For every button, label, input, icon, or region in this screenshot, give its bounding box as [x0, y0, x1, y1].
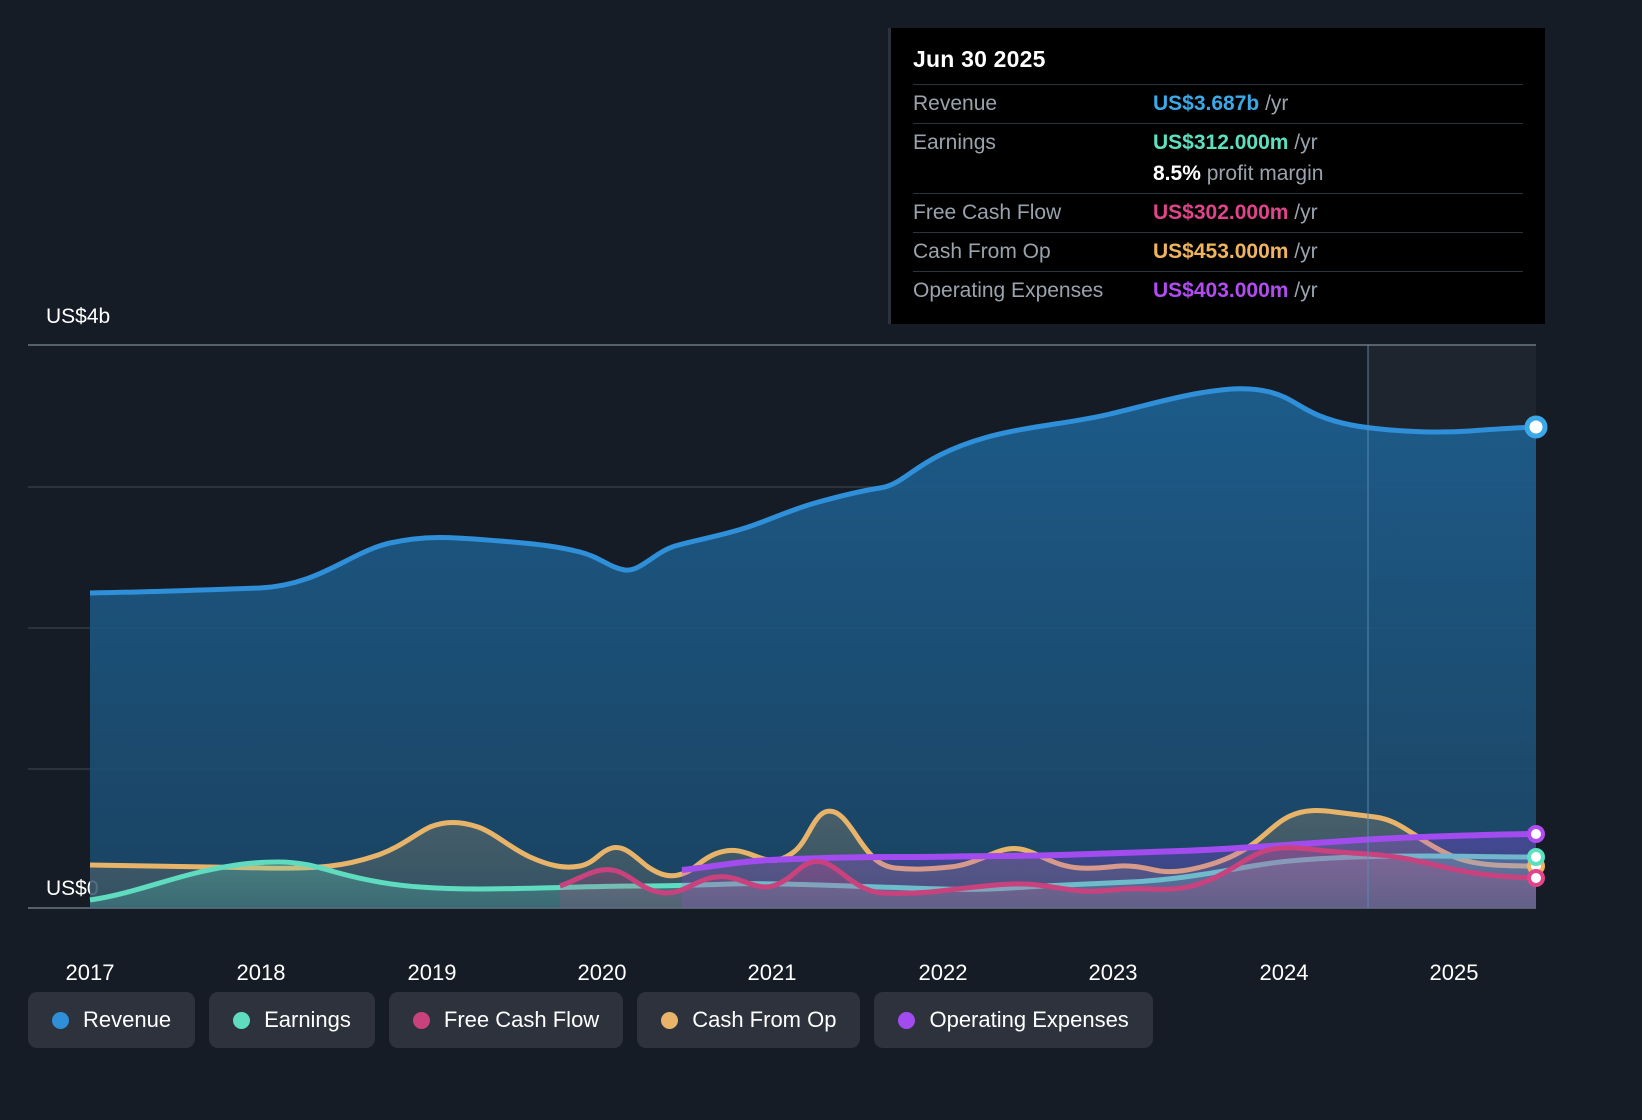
tooltip-amount-revenue: US$3.687b [1153, 92, 1260, 115]
tooltip-unit-earnings: /yr [1294, 131, 1318, 154]
tooltip-row-free-cash-flow: Free Cash Flow US$302.000m /yr [913, 193, 1523, 233]
y-axis-zero-label: US$0 [46, 877, 99, 900]
tooltip-row-earnings: Earnings US$312.000m /yr [913, 123, 1523, 162]
tooltip-row-operating-expenses: Operating Expenses US$403.000m /yr [913, 271, 1523, 310]
series-area-free-cash-flow [560, 847, 1536, 908]
legend-item-free-cash-flow[interactable]: Free Cash Flow [388, 992, 624, 1048]
x-axis-ticks: 2017 2018 2019 2020 2021 2022 2023 2024 … [66, 960, 1479, 980]
tooltip-row-cash-from-op: Cash From Op US$453.000m /yr [913, 232, 1523, 272]
financial-chart: US$4b US$0 [0, 300, 1642, 980]
tooltip-amount-profit-margin: 8.5% [1153, 162, 1201, 185]
endpoint-marker-revenue [1524, 415, 1548, 439]
legend-label-operating-expenses: Operating Expenses [929, 1007, 1129, 1032]
x-tick-2024: 2024 [1260, 960, 1309, 980]
legend-item-earnings[interactable]: Earnings [209, 992, 375, 1048]
tooltip-unit-profit-margin: profit margin [1206, 162, 1324, 185]
tooltip-label-profit-margin [913, 162, 1153, 194]
tooltip-table: Revenue US$3.687b /yr Earnings US$312.00… [913, 84, 1523, 310]
series-area-revenue [90, 388, 1536, 908]
tooltip-label-cash-from-op: Cash From Op [913, 232, 1153, 272]
tooltip-label-free-cash-flow: Free Cash Flow [913, 193, 1153, 233]
legend-label-earnings: Earnings [264, 1007, 351, 1032]
tooltip-value-revenue: US$3.687b /yr [1153, 84, 1523, 124]
tooltip-date: Jun 30 2025 [913, 46, 1046, 72]
chart-svg: 2017 2018 2019 2020 2021 2022 2023 2024 … [28, 344, 1548, 980]
tooltip-label-operating-expenses: Operating Expenses [913, 271, 1153, 310]
tooltip-amount-operating-expenses: US$403.000m [1153, 279, 1289, 302]
tooltip-value-earnings: US$312.000m /yr [1153, 123, 1523, 162]
tooltip-unit-free-cash-flow: /yr [1294, 201, 1318, 224]
legend-dot-earnings-icon [233, 1011, 251, 1029]
legend-label-cash-from-op: Cash From Op [692, 1007, 837, 1032]
tooltip-unit-operating-expenses: /yr [1294, 279, 1318, 302]
tooltip-amount-free-cash-flow: US$302.000m [1153, 201, 1289, 224]
legend-item-revenue[interactable]: Revenue [28, 992, 196, 1048]
x-tick-2023: 2023 [1089, 960, 1138, 980]
x-tick-2021: 2021 [748, 960, 797, 980]
endpoint-marker-free-cash-flow [1527, 869, 1545, 887]
legend-item-cash-from-op[interactable]: Cash From Op [637, 992, 861, 1048]
series-line-free-cash-flow [559, 845, 1537, 896]
tooltip-label-revenue: Revenue [913, 84, 1153, 124]
series-line-revenue [89, 386, 1537, 596]
tooltip-row-profit-margin: 8.5% profit margin [913, 162, 1523, 194]
legend-dot-free-cash-flow-icon [412, 1011, 430, 1029]
chart-legend: Revenue Earnings Free Cash Flow Cash Fro… [28, 992, 1153, 1048]
x-tick-2017: 2017 [66, 960, 115, 980]
x-tick-2022: 2022 [919, 960, 968, 980]
endpoint-marker-operating-expenses [1527, 825, 1545, 843]
tooltip-value-cash-from-op: US$453.000m /yr [1153, 232, 1523, 272]
x-tick-2020: 2020 [578, 960, 627, 980]
x-tick-2025: 2025 [1430, 960, 1479, 980]
tooltip-value-profit-margin: 8.5% profit margin [1153, 162, 1523, 194]
tooltip-value-free-cash-flow: US$302.000m /yr [1153, 193, 1523, 233]
legend-dot-cash-from-op-icon [661, 1011, 679, 1029]
x-tick-2018: 2018 [237, 960, 286, 980]
endpoint-marker-earnings [1527, 848, 1545, 866]
tooltip-row-revenue: Revenue US$3.687b /yr [913, 84, 1523, 124]
data-tooltip: Jun 30 2025 Revenue US$3.687b /yr Earnin… [888, 28, 1545, 324]
series-line-cash-from-op [89, 808, 1537, 879]
legend-dot-revenue-icon [52, 1011, 69, 1029]
tooltip-value-operating-expenses: US$403.000m /yr [1153, 271, 1523, 310]
y-axis-top-label: US$4b [46, 305, 111, 328]
tooltip-unit-cash-from-op: /yr [1294, 240, 1318, 263]
legend-dot-operating-expenses-icon [898, 1011, 916, 1029]
legend-label-free-cash-flow: Free Cash Flow [443, 1007, 600, 1032]
series-line-operating-expenses [681, 831, 1537, 873]
x-tick-2019: 2019 [408, 960, 457, 980]
tooltip-label-earnings: Earnings [913, 123, 1153, 162]
tooltip-amount-earnings: US$312.000m [1153, 131, 1289, 154]
tooltip-amount-cash-from-op: US$453.000m [1153, 240, 1289, 263]
legend-item-operating-expenses[interactable]: Operating Expenses [874, 992, 1153, 1048]
legend-label-revenue: Revenue [83, 1007, 172, 1032]
tooltip-unit-revenue: /yr [1265, 92, 1289, 115]
